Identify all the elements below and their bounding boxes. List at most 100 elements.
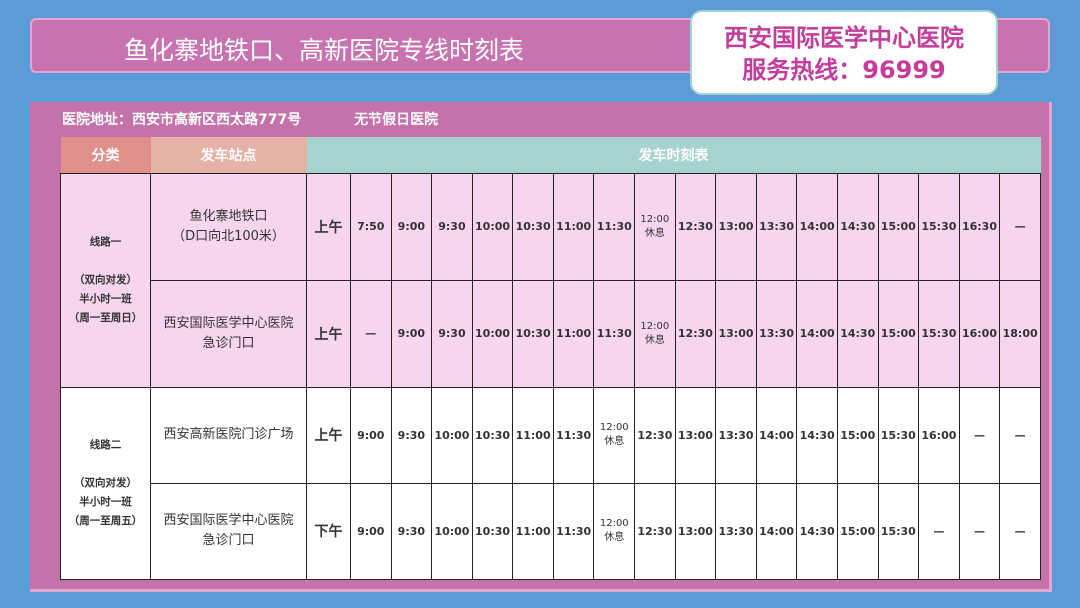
- time-cell: 15:00: [836, 482, 879, 580]
- station-name: 急诊门口: [202, 533, 255, 548]
- time-cell: 16:00: [958, 279, 1001, 388]
- station-cell: 西安国际医学中心医院 急诊门口: [150, 482, 307, 580]
- hotline-phone: 服务热线：96999: [742, 56, 946, 84]
- time-cell: 11:30: [593, 172, 636, 281]
- hospital-name: 西安国际医学中心医院: [724, 24, 964, 52]
- station-name: 急诊门口: [202, 335, 255, 351]
- period-cell: 下午: [306, 482, 351, 580]
- time-cell: —: [999, 482, 1041, 580]
- time-cell: 16:00: [918, 386, 960, 484]
- holiday-note: 无节假日医院: [354, 112, 439, 128]
- time-cell: 13:00: [674, 482, 717, 580]
- time-cell: 14:00: [796, 172, 838, 281]
- station-name: 鱼化寨地铁口: [189, 208, 268, 224]
- time-cell: 9:30: [390, 482, 433, 580]
- time-cell: 9:00: [350, 482, 392, 580]
- time-cell: —: [918, 482, 960, 580]
- time-cell: 13:00: [715, 172, 757, 281]
- time-cell: —: [999, 386, 1041, 484]
- category-text: （双向对发）: [74, 273, 137, 286]
- category-text: [61, 252, 150, 271]
- time-cell: 14:30: [836, 279, 879, 388]
- header-category: 分类: [60, 137, 151, 173]
- time-cell: 9:00: [350, 386, 392, 484]
- time-cell: 10:30: [471, 482, 514, 580]
- time-cell: 14:30: [796, 386, 838, 484]
- time-cell: 12:30: [634, 386, 676, 484]
- station-name: （D口向北100米）: [172, 228, 285, 244]
- time-cell: 10:00: [471, 172, 514, 281]
- time-cell: —: [350, 279, 392, 388]
- info-line: 医院地址：西安市高新区西太路777号 无节假日医院: [62, 109, 486, 129]
- time-cell: 12:30: [674, 172, 717, 281]
- station-cell: 鱼化寨地铁口 （D口向北100米）: [150, 172, 307, 281]
- time-cell: 12:00 休息: [593, 386, 636, 484]
- station-name: 西安国际医学中心医院: [163, 513, 294, 528]
- time-cell: 16:30: [958, 172, 1001, 281]
- time-cell: 18:00: [999, 279, 1041, 388]
- category-text: （双向对发）: [74, 476, 137, 489]
- time-cell: 10:00: [431, 482, 473, 580]
- station-name: 西安高新医院门诊广场: [163, 427, 294, 442]
- time-cell: 15:00: [877, 279, 920, 388]
- category-text: 半小时一班: [79, 495, 132, 508]
- time-cell: 12:00 休息: [593, 482, 636, 580]
- period-cell: 上午: [306, 386, 351, 484]
- time-cell: 13:30: [715, 386, 757, 484]
- time-cell: 9:30: [431, 279, 473, 388]
- time-cell: 13:00: [715, 279, 757, 388]
- time-cell: 9:30: [431, 172, 473, 281]
- time-cell: 15:30: [877, 482, 920, 580]
- time-cell: 14:00: [796, 279, 838, 388]
- time-cell: 13:30: [755, 279, 798, 388]
- category-text: 线路一: [89, 235, 122, 248]
- time-cell: 9:00: [390, 172, 433, 281]
- time-cell: 14:30: [796, 482, 838, 580]
- time-cell: 12:00 休息: [634, 279, 676, 388]
- time-cell: —: [958, 482, 1001, 580]
- time-cell: 11:00: [552, 172, 595, 281]
- time-cell: 14:00: [755, 386, 798, 484]
- time-cell: 10:30: [471, 386, 514, 484]
- time-cell: 10:00: [431, 386, 473, 484]
- table-row: 线路一 （双向对发） 半小时一班 （周一至周日） 鱼化寨地铁口 （D口向北100米） 上午…: [60, 172, 1041, 388]
- header-station: 发车站点: [150, 137, 307, 173]
- time-cell: 7:50: [350, 172, 392, 281]
- period-cell: 上午: [306, 279, 351, 388]
- hotline-box: 西安国际医学中心医院 服务热线：96999: [690, 10, 998, 95]
- time-cell: 15:00: [877, 172, 920, 281]
- time-cell: 9:30: [390, 386, 433, 484]
- line-category: 线路二 （双向对发） 半小时一班 （周一至周五）: [60, 386, 151, 580]
- category-text: 线路二: [89, 438, 122, 451]
- time-cell: 15:30: [877, 386, 920, 484]
- time-cell: 10:30: [512, 172, 554, 281]
- category-text: 半小时一班: [79, 292, 132, 305]
- schedule-table: 分类 发车站点 发车时刻表 线路一 （双向对发） 半小时一班 （周一至周日） 鱼化寨地…: [60, 137, 1041, 580]
- table-row: 西安国际医学中心医院 急诊门口 上午 —9:00 9:30 10:00 10:30 11:00…: [61, 279, 1041, 388]
- time-cell: 12:30: [634, 482, 676, 580]
- time-cell: 15:30: [918, 172, 960, 281]
- schedule-panel: 医院地址：西安市高新区西太路777号 无节假日医院 分类 发车站点 发车时刻表 …: [30, 102, 1052, 592]
- category-text: [61, 455, 150, 474]
- category-text: （周一至周五）: [68, 514, 143, 527]
- station-cell: 西安高新医院门诊广场: [150, 386, 307, 484]
- time-cell: 13:00: [674, 386, 717, 484]
- time-cell: 11:30: [552, 386, 595, 484]
- time-cell: 10:00: [471, 279, 514, 388]
- time-cell: 13:30: [715, 482, 757, 580]
- time-cell: —: [958, 386, 1001, 484]
- header-schedule: 发车时刻表: [306, 137, 1041, 173]
- time-cell: 12:30: [674, 279, 717, 388]
- time-cell: 15:00: [836, 386, 879, 484]
- time-cell: 11:00: [552, 279, 595, 388]
- time-cell: 11:30: [552, 482, 595, 580]
- table-row: 线路二 （双向对发） 半小时一班 （周一至周五） 西安高新医院门诊广场 上午 9:00 9:…: [60, 386, 1041, 580]
- time-cell: 11:00: [512, 482, 554, 580]
- time-cell: 15:30: [918, 279, 960, 388]
- time-cell: 11:30: [593, 279, 636, 388]
- time-cell: 13:30: [755, 172, 798, 281]
- station-cell: 西安国际医学中心医院 急诊门口: [150, 279, 307, 388]
- time-cell: 11:00: [512, 386, 554, 484]
- line-category: 线路一 （双向对发） 半小时一班 （周一至周日）: [60, 172, 151, 388]
- table-row: 西安国际医学中心医院 急诊门口 下午 9:00 9:30 10:00 10:30 11:00 1…: [61, 482, 1041, 580]
